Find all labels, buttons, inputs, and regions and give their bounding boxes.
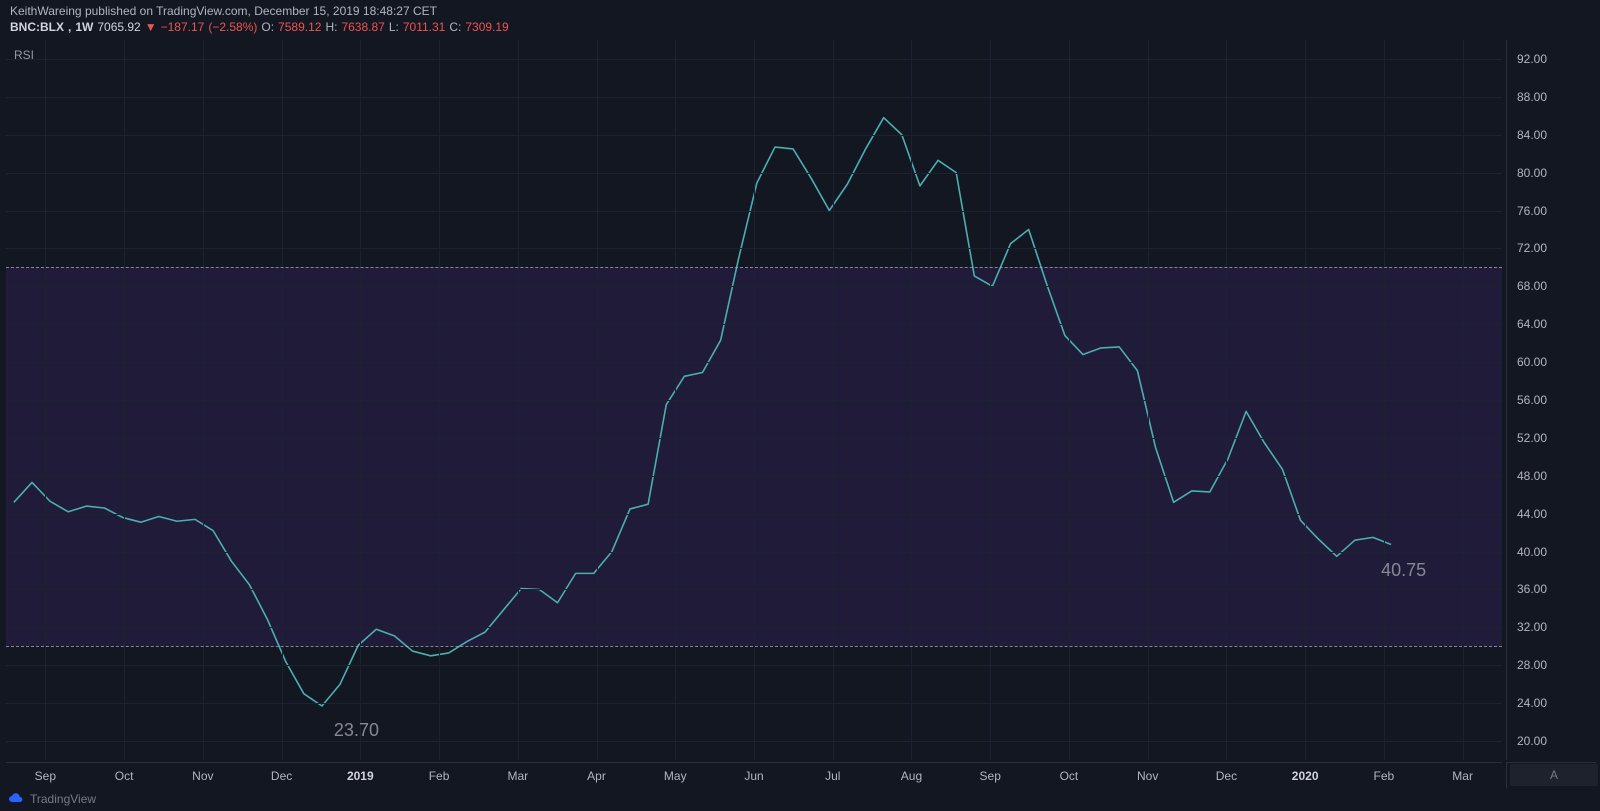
- gridline-v: [1384, 40, 1385, 760]
- gridline-v: [1305, 40, 1306, 760]
- x-tick: Mar: [507, 769, 528, 783]
- ohlc-open: 7589.12: [278, 20, 321, 34]
- last-price: 7065.92: [97, 20, 140, 34]
- x-tick: Sep: [980, 769, 1001, 783]
- gridline-v: [597, 40, 598, 760]
- y-tick: 40.00: [1517, 545, 1547, 559]
- down-arrow-icon: ▼: [145, 20, 157, 34]
- x-axis[interactable]: Sep Oct Nov Dec 2019 Feb Mar Apr May Jun Jul Aug Sep…: [6, 762, 1502, 788]
- y-tick: 80.00: [1517, 166, 1547, 180]
- y-tick: 48.00: [1517, 469, 1547, 483]
- x-tick: Apr: [587, 769, 606, 783]
- gridline-v: [911, 40, 912, 760]
- ticker-row: BNC:BLX, 1W 7065.92 ▼ −187.17 (−2.58%) O…: [10, 20, 509, 34]
- gridline-v: [1226, 40, 1227, 760]
- gridline-v: [124, 40, 125, 760]
- annotation: 23.70: [334, 720, 379, 741]
- y-tick: 44.00: [1517, 507, 1547, 521]
- y-tick: 20.00: [1517, 734, 1547, 748]
- site: TradingView.com: [156, 4, 247, 18]
- y-axis[interactable]: 20.00 24.00 28.00 32.00 36.00 40.00 44.00 48.00…: [1506, 40, 1596, 760]
- footer: TradingView: [8, 791, 96, 807]
- y-tick: 36.00: [1517, 582, 1547, 596]
- gridline-v: [45, 40, 46, 760]
- chart-area[interactable]: RSI 23.7040.75: [6, 40, 1502, 760]
- y-tick: 28.00: [1517, 658, 1547, 672]
- x-tick: May: [664, 769, 687, 783]
- x-tick: 2020: [1292, 769, 1319, 783]
- cloud-icon: [8, 791, 24, 807]
- rsi-bound: [6, 646, 1502, 647]
- gridline-v: [518, 40, 519, 760]
- gridline-v: [990, 40, 991, 760]
- gridline-v: [1148, 40, 1149, 760]
- rsi-bound: [6, 267, 1502, 268]
- gridline-v: [675, 40, 676, 760]
- x-tick: Oct: [115, 769, 134, 783]
- x-tick: Nov: [192, 769, 213, 783]
- y-tick: 32.00: [1517, 620, 1547, 634]
- y-tick: 68.00: [1517, 279, 1547, 293]
- annotation: 40.75: [1381, 560, 1426, 581]
- gridline-v: [1463, 40, 1464, 760]
- y-tick: 24.00: [1517, 696, 1547, 710]
- y-tick: 88.00: [1517, 90, 1547, 104]
- x-tick: Nov: [1137, 769, 1158, 783]
- ohlc-high: 7638.87: [341, 20, 384, 34]
- x-tick: Dec: [271, 769, 292, 783]
- x-tick: Dec: [1216, 769, 1237, 783]
- publish-datetime: December 15, 2019 18:48:27 CET: [254, 4, 437, 18]
- y-tick: 92.00: [1517, 52, 1547, 66]
- x-tick: Feb: [429, 769, 450, 783]
- x-tick: Aug: [901, 769, 922, 783]
- y-tick: 64.00: [1517, 317, 1547, 331]
- x-tick: Mar: [1452, 769, 1473, 783]
- x-tick: Jun: [744, 769, 763, 783]
- autoscale-button[interactable]: A: [1510, 764, 1598, 786]
- y-tick: 72.00: [1517, 241, 1547, 255]
- change-pct: (−2.58%): [208, 20, 257, 34]
- brand[interactable]: TradingView: [30, 792, 96, 806]
- gridline-v: [833, 40, 834, 760]
- y-tick: 52.00: [1517, 431, 1547, 445]
- publisher: KeithWareing: [10, 4, 82, 18]
- x-tick: Sep: [35, 769, 56, 783]
- y-tick: 84.00: [1517, 128, 1547, 142]
- change-abs: −187.17: [161, 20, 205, 34]
- x-tick: Feb: [1374, 769, 1395, 783]
- y-tick: 56.00: [1517, 393, 1547, 407]
- x-tick: Oct: [1060, 769, 1079, 783]
- gridline-v: [360, 40, 361, 760]
- ohlc-low: 7011.31: [403, 20, 446, 34]
- x-tick: 2019: [347, 769, 374, 783]
- x-tick: Jul: [825, 769, 840, 783]
- gridline-v: [754, 40, 755, 760]
- timeframe[interactable]: 1W: [75, 20, 93, 34]
- symbol[interactable]: BNC:BLX: [10, 20, 64, 34]
- gridline-v: [282, 40, 283, 760]
- y-tick: 76.00: [1517, 204, 1547, 218]
- gridline-v: [203, 40, 204, 760]
- gridline-v: [1069, 40, 1070, 760]
- publish-line: KeithWareing published on TradingView.co…: [10, 4, 437, 18]
- y-tick: 60.00: [1517, 355, 1547, 369]
- gridline-v: [439, 40, 440, 760]
- ohlc-close: 7309.19: [465, 20, 508, 34]
